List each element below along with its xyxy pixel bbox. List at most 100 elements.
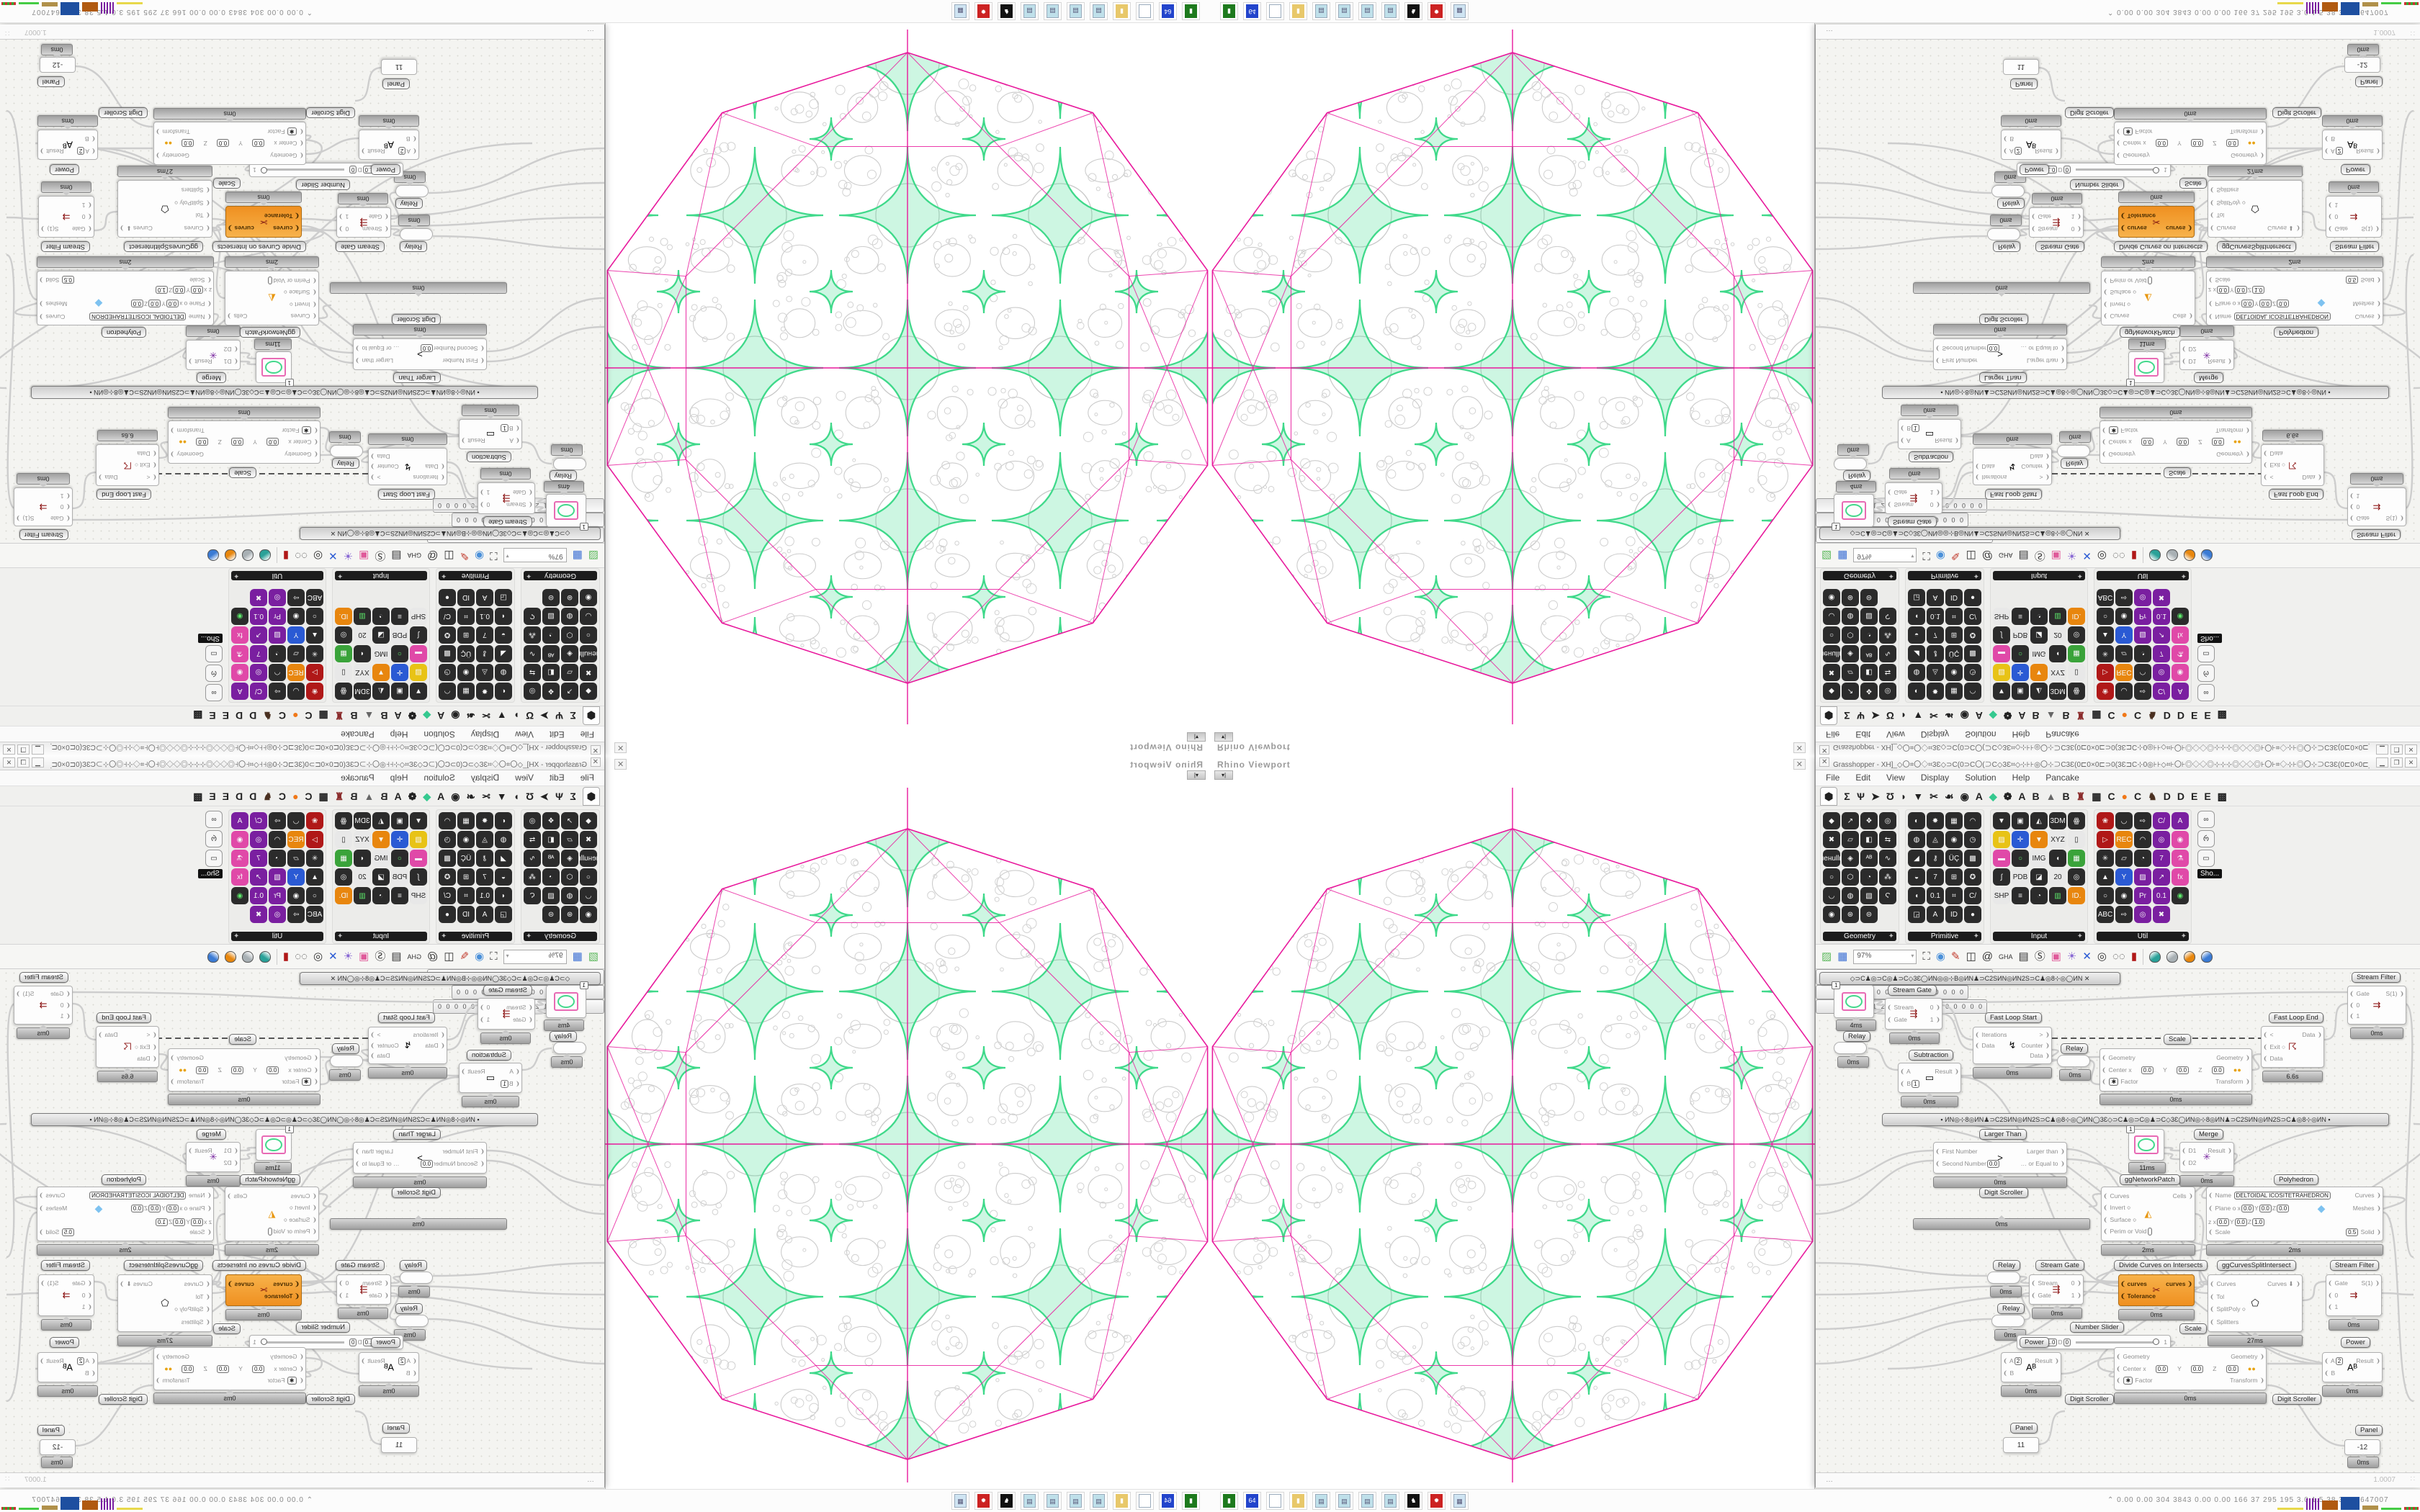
node-name-polyhedron[interactable]: Polyhedron (2274, 1174, 2319, 1185)
menu-solution[interactable]: Solution (1965, 729, 1996, 739)
component-icon[interactable]: ◎ (2153, 664, 2170, 681)
component-icon[interactable]: ◉ (580, 906, 597, 923)
gem-gray-icon[interactable] (2166, 549, 2179, 562)
minimize-button[interactable]: ▁ (2376, 744, 2388, 755)
component-icon[interactable]: ↗ (250, 868, 267, 886)
component-icon[interactable]: ▥ (2049, 608, 2066, 625)
node-panel-ellipse[interactable]: 1 (546, 981, 588, 1018)
menu-view[interactable]: View (515, 773, 534, 783)
gem-blue-icon[interactable] (2201, 549, 2213, 562)
search-icon[interactable]: Ⓢ (375, 950, 386, 963)
plugin-tab-12[interactable]: ♞ (263, 790, 272, 802)
component-icon[interactable]: REC (287, 664, 305, 681)
vector-tab[interactable]: ➤ (540, 710, 550, 722)
value-field[interactable]: 0.0 (230, 1066, 244, 1074)
component-icon[interactable]: 7 (1927, 868, 1944, 886)
component-icon[interactable]: ◉ (1945, 831, 1963, 848)
component-icon[interactable]: ◖ (495, 887, 512, 904)
menu-file[interactable]: File (1826, 773, 1840, 783)
app-red-badge[interactable]: ✹ (974, 1492, 992, 1510)
node-name-subtraction[interactable]: Subtraction (1909, 1050, 1954, 1061)
value-field[interactable]: 0.0 (2226, 139, 2238, 148)
value-field[interactable]: 0 (2063, 1338, 2071, 1346)
menu-solution[interactable]: Solution (1965, 773, 1996, 783)
rhino-viewport-panel[interactable]: Rhino Viewport ✕ ▾| (1210, 23, 1815, 756)
component-icon[interactable]: ▨ (2134, 626, 2151, 644)
node-name-larger-than[interactable]: Larger Than (1979, 1129, 2027, 1140)
plugin-tab-11[interactable]: C (2134, 790, 2142, 802)
curve-tab[interactable]: Ʊ (1886, 710, 1894, 722)
component-icon[interactable]: ◔ (1860, 868, 1878, 886)
viewport-close-icon[interactable]: ✕ (1793, 759, 1806, 770)
value-field[interactable]: 0.0 (148, 1205, 161, 1213)
plugin-tab-6[interactable]: B (350, 790, 358, 802)
node-divide-curves-on-intersects[interactable]: ❨ curves curves ❩ ❨ Tolerance ✂ (225, 1274, 302, 1306)
node-name-digit-scroller[interactable]: Digit Scroller (306, 1394, 355, 1405)
plugin-tab-3[interactable]: A (394, 710, 402, 722)
node-ggcurvessplitintersect[interactable]: ❨ Curves Curves ⬇ ❩ ❨ Tol ❨ SplitPoly ○ ❨ Sp… (117, 180, 212, 238)
node-panel[interactable]: 11 (2003, 59, 2039, 75)
display-tab[interactable]: ◉ (1960, 790, 1969, 802)
value-field[interactable]: 2 (2014, 146, 2022, 155)
component-icon[interactable]: ◡ (1823, 887, 1840, 904)
component-icon[interactable]: ◈ (1842, 850, 1859, 867)
component-icon[interactable]: ↗ (561, 683, 578, 700)
menu-help[interactable]: Help (2012, 729, 2030, 739)
rhino-viewport-panel[interactable]: Rhino Viewport ✕ ▾| (605, 23, 1210, 756)
app-green-device[interactable]: ▮ (1182, 2, 1200, 20)
app-green-device[interactable]: ▮ (1220, 2, 1238, 20)
app-notepad-3[interactable]: ▤ (1044, 1492, 1062, 1510)
node-name-scale[interactable]: Scale (2179, 178, 2207, 189)
component-icon[interactable]: A (476, 589, 493, 606)
component-icon[interactable]: �ненullнул (580, 850, 597, 867)
component-icon[interactable]: ◈ (561, 645, 578, 662)
component-icon[interactable]: C/ (1964, 608, 1981, 625)
app-notepad-2[interactable]: ▤ (1335, 1492, 1353, 1510)
component-icon[interactable]: ABC (2097, 906, 2114, 923)
value-field[interactable]: 2 (76, 1357, 85, 1366)
plugin-tab-8[interactable]: ▦ (2092, 710, 2102, 722)
gem-blue-icon[interactable] (207, 950, 219, 963)
extra-component-icon[interactable]: ∞ (205, 811, 223, 828)
menu-pancake[interactable]: Pancake (2045, 773, 2079, 783)
value-field[interactable]: 1 (1912, 424, 1919, 433)
component-icon[interactable]: ⇨ (2115, 906, 2133, 923)
menu-edit[interactable]: Edit (549, 773, 565, 783)
app-calculator[interactable]: ▦ (1451, 2, 1469, 20)
extra-component-icon[interactable]: რ (205, 665, 223, 682)
component-icon[interactable]: ⚷ (1927, 850, 1944, 867)
node-name-divide-curves-on-intersects[interactable]: Divide Curves on Intersects (212, 241, 306, 252)
node-name-ggcurvessplitintersect[interactable]: ggCurvesSplitIntersect (124, 241, 203, 252)
palette-group-label[interactable]: Primitive ✦ (439, 571, 512, 580)
node-name-relay[interactable]: Relay (331, 1043, 359, 1054)
node-name-panel[interactable]: Panel (2010, 78, 2038, 89)
node-scale[interactable]: ❨ Geometry Geometry ❩ ❨ Center x 0.0 Y 0.0 Z 0.… (2114, 1347, 2267, 1390)
node-stream-gate[interactable]: ❨ Stream 0 ❩ ❨ Gate 1 ❩ ⇶ (478, 998, 535, 1030)
component-icon[interactable]: ▨ (269, 626, 286, 644)
app-notepad-3[interactable]: ▤ (1044, 2, 1062, 20)
camera-icon[interactable]: ◎ (313, 549, 323, 562)
component-icon[interactable]: ▨ (410, 664, 427, 681)
component-icon[interactable]: ◉ (231, 887, 248, 904)
plugin-tab-14[interactable]: D (236, 710, 243, 722)
node-name-stream-filter[interactable]: Stream Filter (2330, 241, 2380, 252)
component-icon[interactable]: ❀ (2097, 683, 2114, 700)
component-icon[interactable]: ◷ (1964, 831, 1981, 848)
node-relay[interactable] (1991, 1315, 2025, 1327)
component-icon[interactable]: ▱ (1842, 831, 1859, 848)
sketch-icon[interactable]: ✎ (460, 950, 470, 963)
value-field[interactable]: 0.0 (2259, 1205, 2272, 1213)
node-relay[interactable] (553, 458, 586, 470)
component-icon[interactable]: 7 (476, 868, 493, 886)
component-icon[interactable]: ≡ (2012, 887, 2029, 904)
plugin-tab-2[interactable]: ❁ (408, 790, 417, 802)
component-icon[interactable]: 20 (354, 626, 371, 644)
component-icon[interactable]: ◎ (269, 589, 286, 606)
component-icon[interactable]: ◡ (287, 812, 305, 829)
factor-expression-icon[interactable]: ✱ (2123, 1377, 2133, 1385)
component-icon[interactable]: C/ (439, 887, 456, 904)
curve-tab[interactable]: Ʊ (526, 790, 534, 802)
component-icon[interactable]: ◠ (2134, 664, 2151, 681)
